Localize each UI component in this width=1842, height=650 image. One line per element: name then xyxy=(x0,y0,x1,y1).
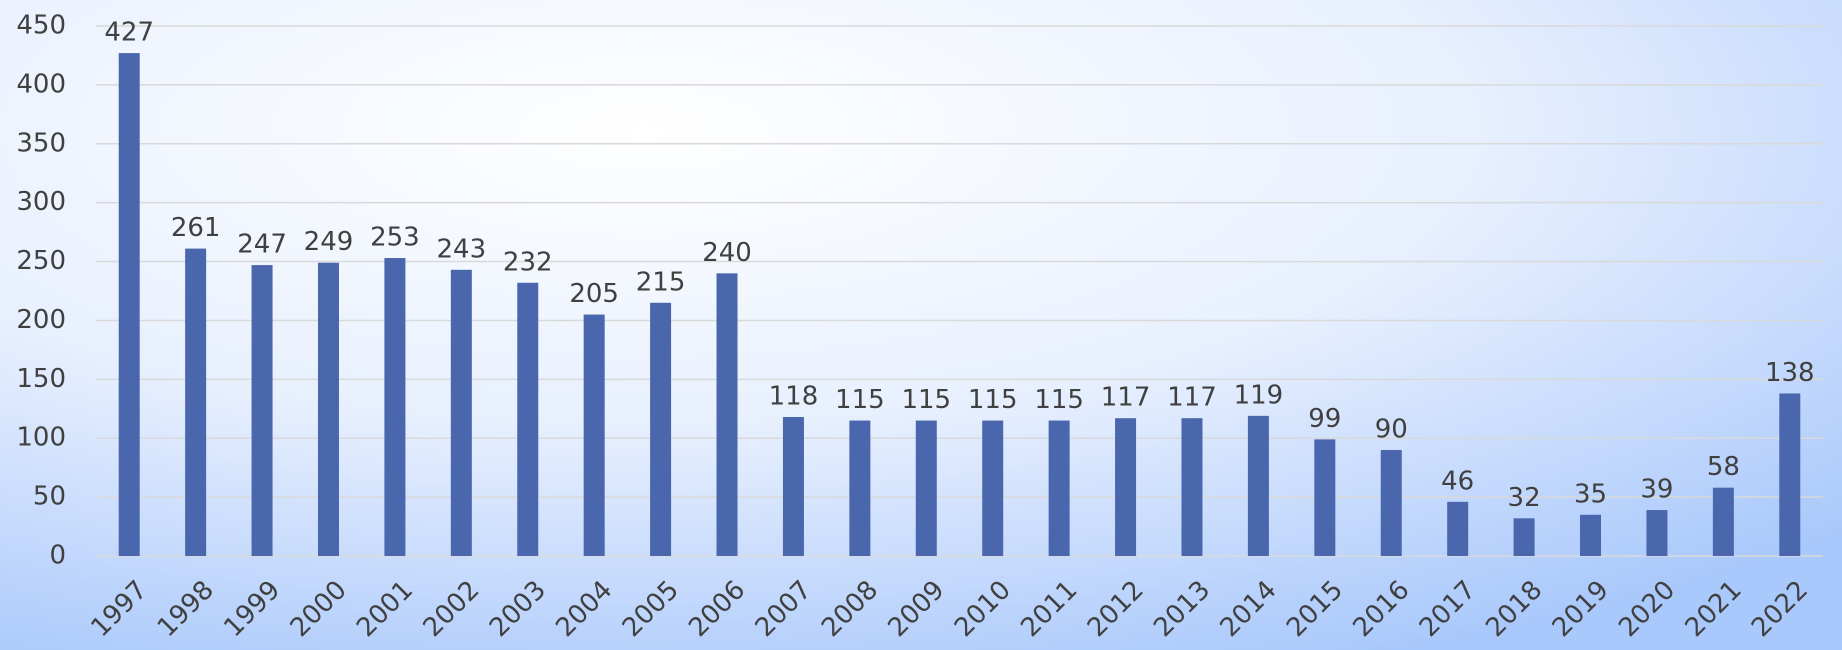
data-label: 215 xyxy=(636,267,686,297)
bar xyxy=(583,314,605,556)
data-label: 117 xyxy=(1101,383,1151,413)
bar xyxy=(650,302,672,556)
data-label: 39 xyxy=(1640,475,1673,505)
bar xyxy=(1115,418,1137,556)
data-label: 240 xyxy=(702,238,752,268)
data-label: 118 xyxy=(769,382,819,412)
bar xyxy=(384,258,406,556)
bar xyxy=(1779,393,1801,556)
bar xyxy=(185,248,207,556)
y-tick-label: 200 xyxy=(16,305,66,335)
bar xyxy=(1247,415,1269,556)
data-label: 46 xyxy=(1441,466,1474,496)
data-label: 99 xyxy=(1308,404,1341,434)
data-label: 427 xyxy=(104,18,154,48)
data-label: 115 xyxy=(901,385,951,415)
bar xyxy=(1447,501,1469,556)
bar xyxy=(849,420,871,556)
data-label: 119 xyxy=(1234,380,1284,410)
bar xyxy=(251,265,273,556)
bar xyxy=(118,53,140,556)
bar xyxy=(982,420,1004,556)
bar xyxy=(782,417,804,556)
bar xyxy=(1380,450,1402,556)
y-tick-label: 0 xyxy=(49,541,66,571)
y-tick-label: 400 xyxy=(16,69,66,99)
data-label: 117 xyxy=(1167,383,1217,413)
data-label: 232 xyxy=(503,247,553,277)
data-label: 205 xyxy=(569,279,619,309)
data-label: 247 xyxy=(237,230,287,260)
bar xyxy=(317,262,339,556)
data-label: 138 xyxy=(1765,358,1815,388)
bar xyxy=(1513,518,1535,556)
data-label: 115 xyxy=(1034,385,1084,415)
bar xyxy=(517,282,539,556)
y-tick-label: 450 xyxy=(16,11,66,41)
bar xyxy=(1314,439,1336,556)
bar xyxy=(716,273,738,556)
data-label: 58 xyxy=(1707,452,1740,482)
y-tick-label: 100 xyxy=(16,423,66,453)
data-label: 253 xyxy=(370,223,420,253)
bar xyxy=(1646,510,1668,556)
data-label: 261 xyxy=(171,213,221,243)
y-tick-label: 50 xyxy=(33,482,66,512)
data-label: 115 xyxy=(968,385,1018,415)
data-label: 243 xyxy=(437,234,487,264)
bar xyxy=(915,420,937,556)
y-tick-label: 350 xyxy=(16,128,66,158)
y-tick-label: 300 xyxy=(16,187,66,217)
bar xyxy=(1712,487,1734,556)
data-label: 90 xyxy=(1375,415,1408,445)
bar xyxy=(1048,420,1070,556)
y-tick-label: 150 xyxy=(16,364,66,394)
data-label: 249 xyxy=(304,227,354,257)
y-tick-label: 250 xyxy=(16,246,66,276)
data-label: 32 xyxy=(1508,483,1541,513)
data-label: 115 xyxy=(835,385,885,415)
data-label: 35 xyxy=(1574,479,1607,509)
bar xyxy=(450,269,472,556)
bar xyxy=(1181,418,1203,556)
bar xyxy=(1580,514,1602,556)
